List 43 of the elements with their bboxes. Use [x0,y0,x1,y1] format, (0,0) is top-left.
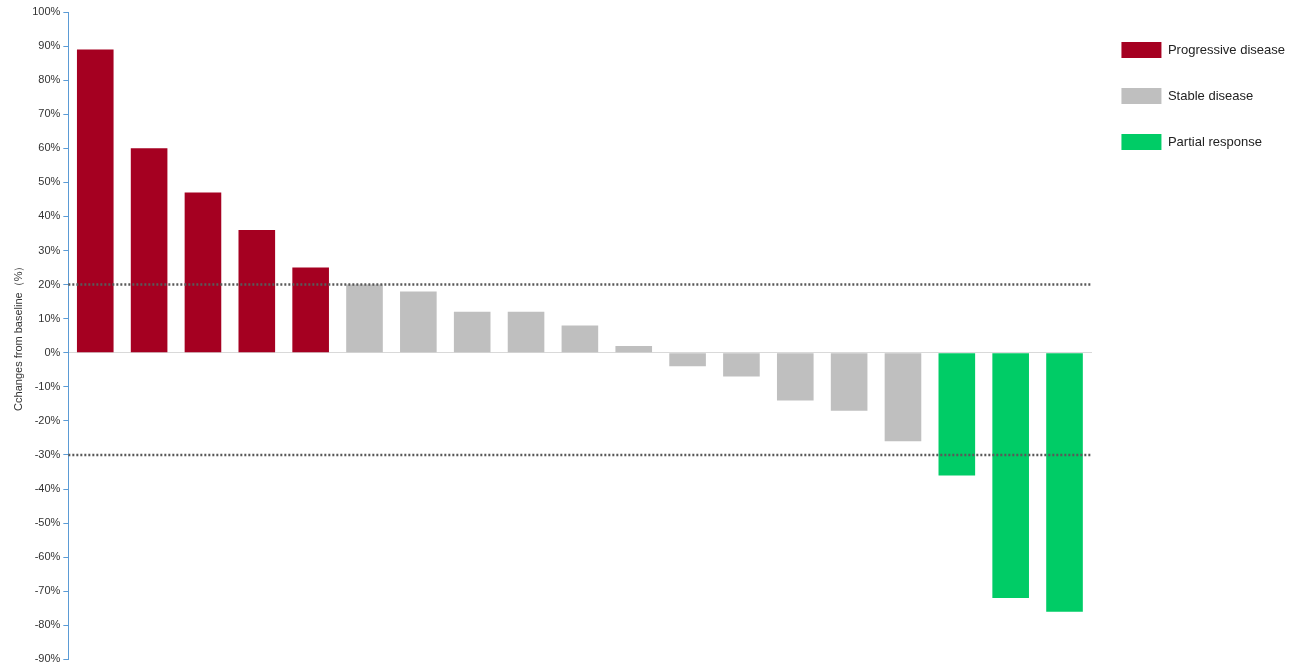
bar [615,345,653,353]
bar [76,49,114,353]
y-tick-label: -40% [34,482,61,495]
y-tick-label: -50% [34,516,61,529]
y-tick-label: 90% [38,39,61,52]
y-tick-label: 40% [38,209,61,222]
bar [830,353,868,411]
legend-label: Stable disease [1167,87,1254,103]
y-tick-label: 50% [38,175,61,188]
bar [1046,353,1083,612]
legend-label: Partial response [1167,133,1262,149]
y-tick-label: 60% [38,141,61,154]
y-tick-label: 0% [44,345,61,358]
bar [992,353,1029,599]
bar [453,311,491,353]
y-tick-label: -60% [34,550,61,563]
y-tick-label: -80% [34,618,61,631]
y-tick-label: 80% [38,73,61,86]
bar [938,353,976,476]
bar [130,148,168,353]
bar [669,353,706,367]
y-tick-label: -10% [34,379,61,392]
bar [292,267,329,353]
bar [561,325,599,353]
bar [776,353,814,401]
y-tick-label: -90% [34,652,61,665]
y-tick-label: -30% [34,447,61,460]
bar [400,291,437,353]
y-tick-label: -20% [34,413,61,426]
y-tick-label: 70% [38,107,61,120]
bar [184,192,222,353]
y-tick-label: 30% [38,243,61,256]
y-axis-title: Cchanges from baseline（%） [11,260,24,411]
y-tick-label: -70% [34,584,61,597]
bar [238,230,276,353]
y-tick-label: 10% [38,311,61,324]
bar [723,353,760,377]
bar [507,311,545,353]
y-tick-label: 100% [32,5,61,18]
legend-label: Progressive disease [1167,41,1286,57]
bar [346,284,383,353]
bar [884,353,922,442]
y-tick-label: 20% [38,277,61,290]
